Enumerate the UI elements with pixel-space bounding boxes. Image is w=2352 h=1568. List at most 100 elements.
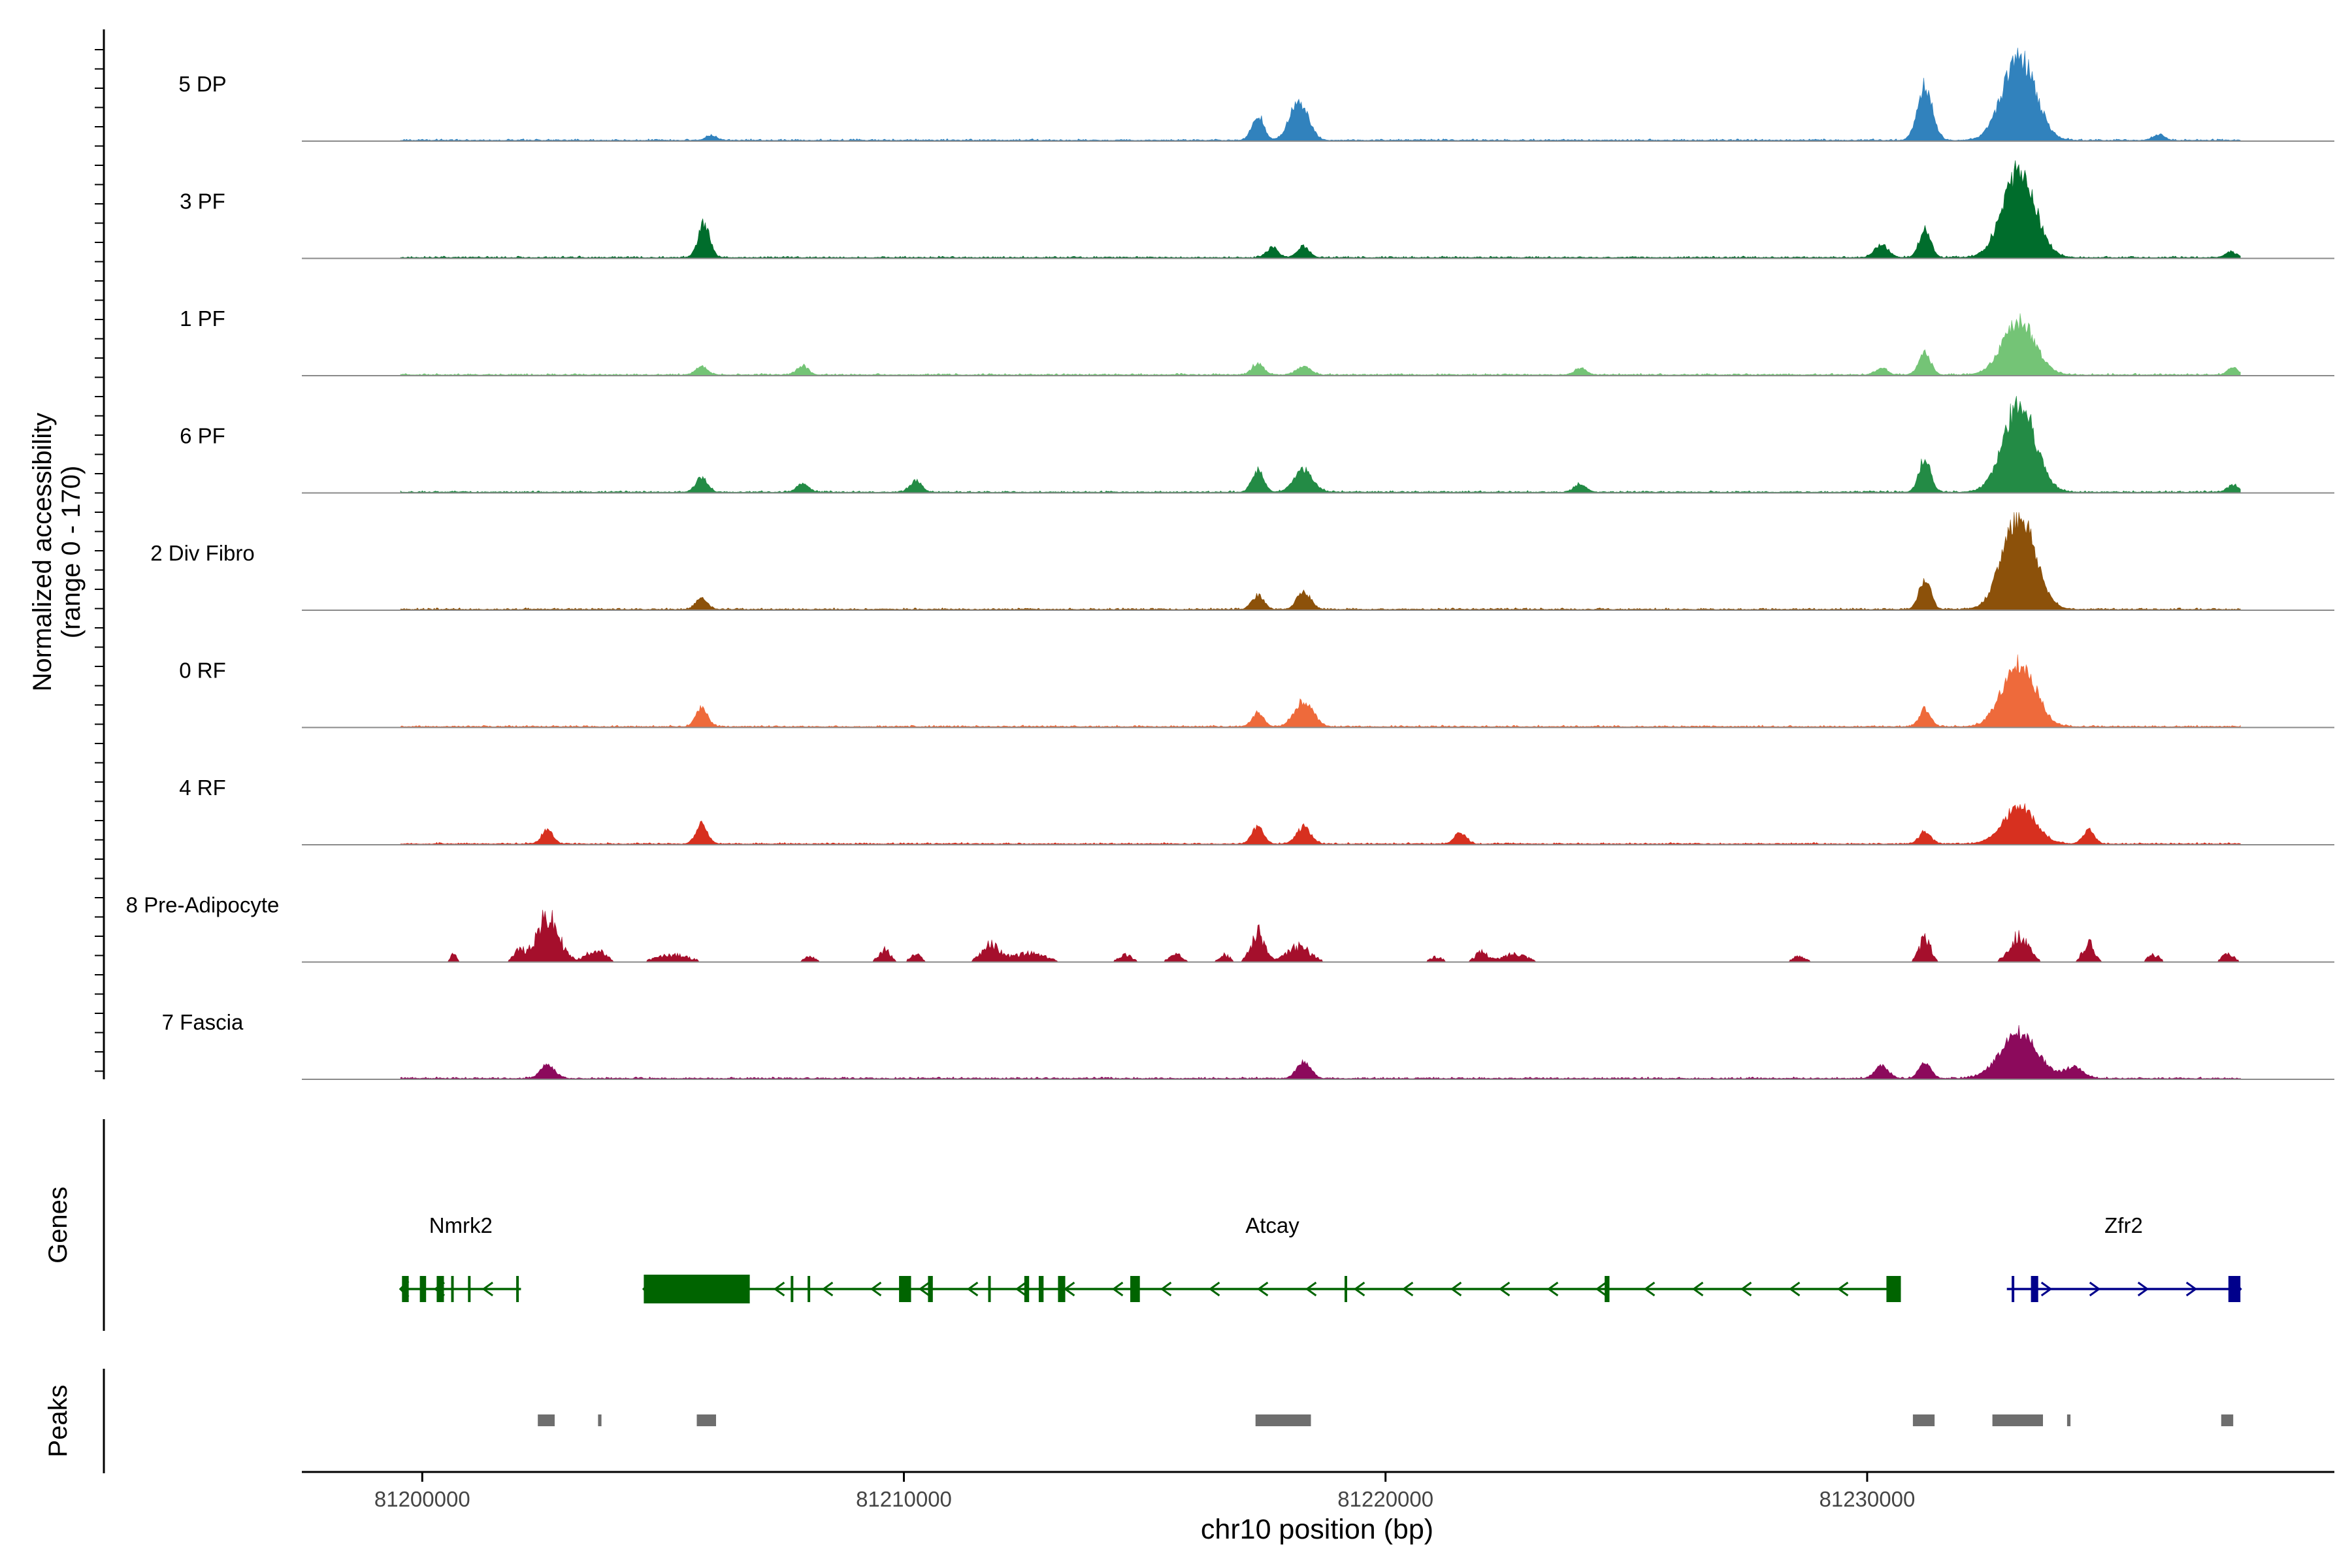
track-label: 6 PF — [180, 424, 225, 448]
coverage-area — [400, 803, 2241, 845]
exon — [928, 1276, 933, 1302]
strand-arrow — [1015, 1281, 1027, 1297]
coverage-ylabel-line2: (range 0 - 170) — [57, 466, 86, 639]
strand-arrow — [918, 1281, 930, 1297]
strand-arrow — [773, 1281, 785, 1297]
peak-region — [696, 1414, 716, 1426]
coverage-area — [400, 654, 2241, 728]
coverage-area — [400, 512, 2241, 611]
exon — [516, 1276, 519, 1302]
gene-nmrk2: Nmrk2 — [399, 1213, 521, 1302]
track-label: 5 DP — [178, 72, 226, 96]
track-8-pre-adipocyte: 8 Pre-Adipocyte — [126, 893, 2334, 963]
track-label: 4 RF — [179, 776, 226, 800]
strand-arrow — [2040, 1281, 2053, 1297]
track-6-pf: 6 PF — [180, 396, 2334, 494]
coverage-y-ticks — [95, 49, 104, 1072]
peak-regions — [538, 1414, 2234, 1426]
strand-arrow — [2185, 1281, 2198, 1297]
exon — [988, 1276, 991, 1302]
exon — [808, 1276, 811, 1302]
peaks-panel: Peaks — [44, 1369, 2234, 1473]
track-2-div-fibro: 2 Div Fibro — [150, 512, 2334, 611]
x-tick-label: 81210000 — [856, 1487, 952, 1511]
track-label: 1 PF — [180, 306, 225, 331]
coverage-tracks: 5 DP 3 PF 1 PF 6 PF 2 Div Fibro 0 RF 4 RF 8 Pre… — [126, 47, 2334, 1080]
peak-region — [2066, 1414, 2071, 1426]
gene-name: Atcay — [1245, 1213, 1299, 1237]
exon — [791, 1276, 794, 1302]
strand-arrow — [1305, 1281, 1317, 1297]
strand-arrow — [1450, 1281, 1462, 1297]
gene-zfr2: Zfr2 — [2006, 1213, 2242, 1302]
track-3-pf: 3 PF — [180, 160, 2334, 259]
exon — [1038, 1276, 1044, 1302]
coverage-area — [400, 47, 2241, 142]
peaks-ylabel: Peaks — [44, 1384, 73, 1457]
strand-arrow — [2089, 1281, 2101, 1297]
exon — [402, 1276, 409, 1302]
exon — [436, 1276, 444, 1302]
x-tick-label: 81230000 — [1819, 1487, 1915, 1511]
track-label: 0 RF — [179, 659, 226, 683]
x-tick-label: 81200000 — [374, 1487, 470, 1511]
x-tick-label: 81220000 — [1337, 1487, 1433, 1511]
coverage-area — [400, 909, 2241, 962]
track-4-rf: 4 RF — [179, 776, 2334, 845]
x-ticks: 81200000 81210000 81220000 81230000 — [374, 1472, 1915, 1511]
exon — [2228, 1276, 2241, 1302]
coverage-area — [400, 1024, 2241, 1080]
track-7-fascia: 7 Fascia — [162, 1010, 2334, 1080]
exon — [1024, 1276, 1030, 1302]
coverage-area — [400, 313, 2241, 376]
strand-arrow — [1256, 1281, 1269, 1297]
strand-arrow — [1691, 1281, 1704, 1297]
coverage-ylabel-line1: Normalized accessibility — [28, 413, 57, 692]
track-5-dp: 5 DP — [178, 47, 2334, 142]
peak-region — [598, 1414, 602, 1426]
strand-arrow — [966, 1281, 979, 1297]
x-axis: 81200000 81210000 81220000 81230000 chr10 p… — [302, 1471, 2334, 1545]
strand-arrow — [482, 1281, 493, 1297]
strand-arrow — [1111, 1281, 1124, 1297]
strand-arrow — [1740, 1281, 1752, 1297]
exon — [1345, 1276, 1347, 1302]
gene-name: Nmrk2 — [429, 1213, 493, 1237]
strand-arrow — [870, 1281, 882, 1297]
exon — [468, 1276, 471, 1302]
strand-arrow — [821, 1281, 834, 1297]
exon — [1130, 1276, 1140, 1302]
exon — [1058, 1276, 1066, 1302]
coverage-area — [400, 160, 2241, 259]
track-1-pf: 1 PF — [180, 306, 2334, 376]
exon — [1605, 1276, 1610, 1302]
strand-arrow — [1401, 1281, 1414, 1297]
peak-region — [538, 1414, 555, 1426]
exon — [644, 1275, 750, 1303]
track-label: 8 Pre-Adipocyte — [126, 893, 280, 917]
track-label: 3 PF — [180, 189, 225, 214]
exon — [899, 1276, 911, 1302]
gene-atcay: Atcay — [642, 1213, 1901, 1303]
strand-arrow — [2137, 1281, 2149, 1297]
strand-arrow — [1788, 1281, 1801, 1297]
strand-arrow — [1837, 1281, 1849, 1297]
coverage-panel: Normalized accessibility (range 0 - 170)… — [28, 29, 2334, 1080]
gene-name: Zfr2 — [2104, 1213, 2143, 1237]
exon — [451, 1276, 454, 1302]
strand-arrow — [1498, 1281, 1511, 1297]
genes-panel: Genes Nmrk2 Atcay Zfr2 — [44, 1119, 2242, 1331]
track-label: 7 Fascia — [162, 1010, 244, 1034]
exon — [2031, 1276, 2038, 1302]
gene-models: Nmrk2 Atcay Zfr2 — [399, 1213, 2242, 1303]
strand-arrow — [1643, 1281, 1656, 1297]
strand-arrow — [1595, 1281, 1607, 1297]
strand-arrow — [1208, 1281, 1220, 1297]
x-axis-label: chr10 position (bp) — [1201, 1514, 1433, 1545]
peak-region — [1912, 1414, 1935, 1426]
genes-ylabel: Genes — [44, 1186, 73, 1264]
exon — [419, 1276, 427, 1302]
strand-arrow — [1546, 1281, 1559, 1297]
track-0-rf: 0 RF — [179, 654, 2334, 728]
